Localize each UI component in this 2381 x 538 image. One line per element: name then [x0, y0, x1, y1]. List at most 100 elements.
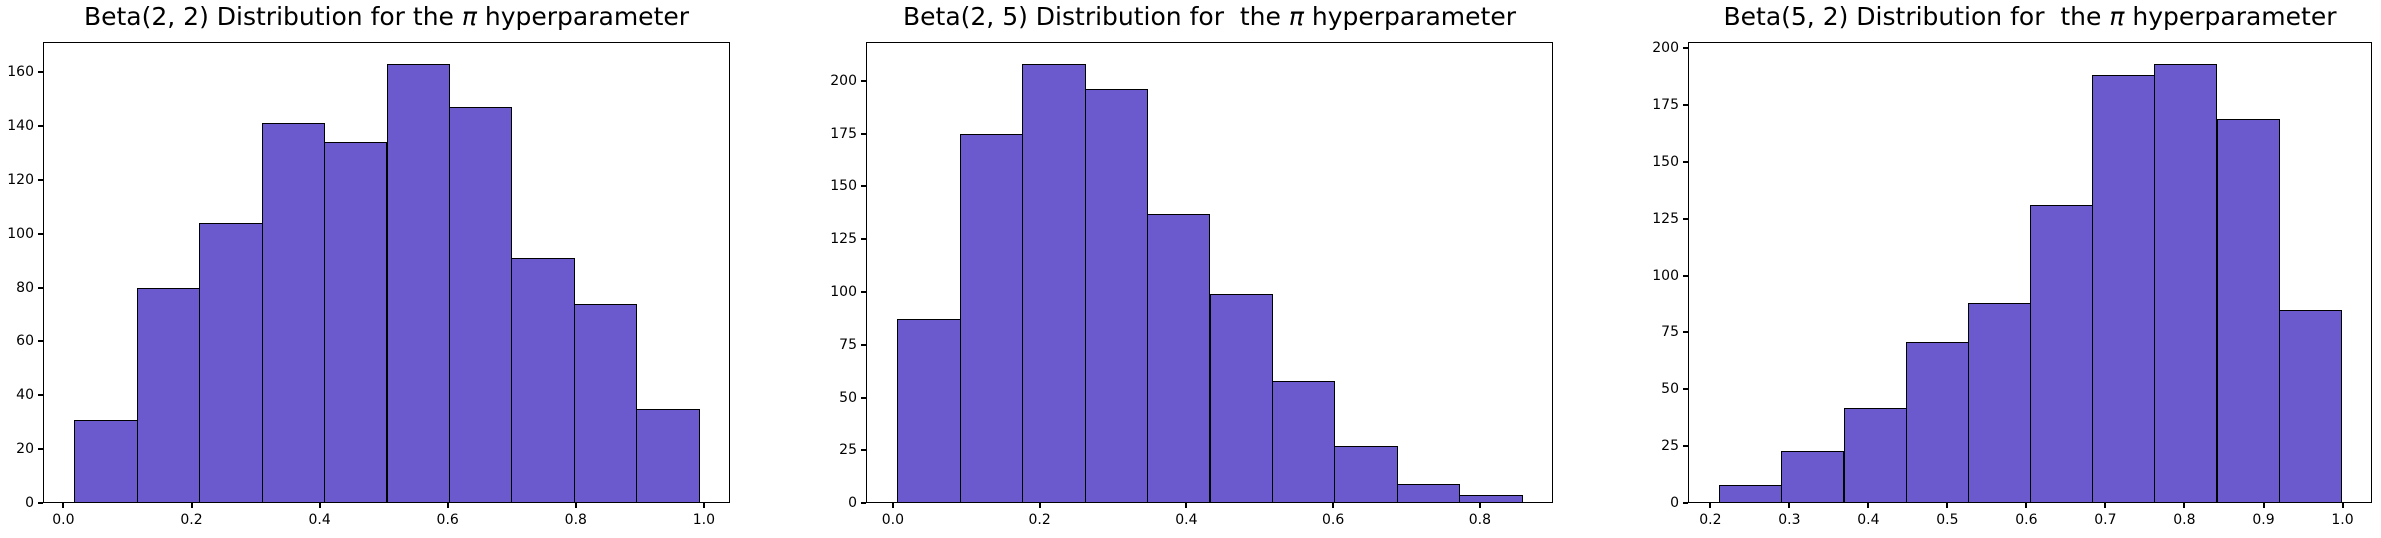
histogram-bar — [2092, 75, 2156, 503]
x-tick-mark — [1867, 503, 1870, 508]
histogram-bar — [1719, 484, 1783, 503]
histogram-bar — [1396, 484, 1461, 503]
x-tick-label: 0.7 — [2094, 512, 2117, 528]
y-tick-mark — [1683, 502, 1688, 504]
histogram-bar — [1843, 407, 1907, 503]
y-tick-mark — [38, 124, 43, 127]
x-tick-label: 0.6 — [436, 512, 459, 528]
y-tick-label: 140 — [7, 117, 34, 134]
histogram-bar — [2154, 64, 2218, 503]
x-tick-mark — [2262, 503, 2265, 508]
histogram-bar — [897, 319, 961, 503]
histogram-bar — [199, 222, 263, 503]
y-tick-mark — [861, 290, 866, 293]
y-tick-label: 150 — [830, 178, 857, 195]
x-tick-label: 0.2 — [1699, 512, 1722, 528]
y-tick-mark — [861, 449, 866, 452]
histogram-bar — [1967, 302, 2031, 503]
histogram-bar — [959, 133, 1024, 503]
x-tick-label: 0.0 — [52, 512, 75, 528]
y-tick-label: 160 — [7, 64, 34, 80]
y-tick-mark — [38, 502, 43, 504]
y-tick-mark — [861, 396, 866, 399]
y-tick-label: 100 — [830, 283, 857, 300]
y-tick-mark — [861, 185, 866, 188]
title-text-post: hyperparameter — [2124, 2, 2337, 31]
x-tick-label: 1.0 — [2331, 512, 2354, 528]
x-tick-label: 1.0 — [692, 512, 716, 528]
x-tick-mark — [2025, 503, 2028, 508]
x-tick-mark — [1185, 503, 1188, 508]
x-tick-mark — [1332, 503, 1335, 508]
title-text-pre: Beta(2, 5) Distribution for the — [902, 2, 1289, 31]
x-tick-mark — [62, 503, 65, 508]
x-tick-label: 0.8 — [564, 512, 587, 528]
y-tick-label: 0 — [1670, 495, 1679, 511]
y-tick-mark — [861, 132, 866, 135]
y-tick-label: 0 — [25, 495, 34, 511]
x-tick-mark — [891, 503, 894, 508]
subplot-title-beta-5-2: Beta(5, 2) Distribution for the π hyperp… — [1723, 2, 2337, 32]
y-tick-mark — [861, 502, 866, 504]
y-tick-mark — [861, 79, 866, 82]
y-tick-label: 20 — [16, 441, 34, 458]
y-tick-mark — [38, 448, 43, 451]
histogram-bar — [1459, 494, 1523, 503]
y-tick-mark — [1683, 274, 1688, 277]
y-tick-label: 75 — [1661, 324, 1679, 341]
y-tick-label: 40 — [16, 387, 34, 404]
x-tick-mark — [318, 503, 321, 508]
title-text-post: hyperparameter — [1303, 2, 1517, 31]
y-tick-label: 200 — [1652, 40, 1679, 56]
x-tick-mark — [574, 503, 577, 508]
x-tick-label: 0.8 — [2173, 512, 2196, 528]
histogram-bar — [136, 287, 201, 503]
y-tick-mark — [38, 71, 43, 73]
x-tick-mark — [702, 503, 705, 508]
x-tick-label: 0.4 — [308, 512, 331, 528]
y-tick-mark — [38, 178, 43, 181]
histogram-bar — [261, 123, 325, 503]
x-tick-label: 0.4 — [1857, 512, 1880, 528]
y-tick-label: 100 — [7, 225, 34, 242]
x-tick-mark — [446, 503, 449, 508]
y-tick-label: 175 — [1652, 96, 1679, 113]
x-tick-mark — [2183, 503, 2186, 508]
y-tick-label: 50 — [1661, 381, 1679, 398]
x-tick-mark — [1709, 503, 1712, 508]
y-tick-mark — [1683, 388, 1688, 391]
y-tick-label: 200 — [830, 72, 857, 89]
x-tick-label: 0.6 — [2015, 512, 2038, 528]
x-tick-mark — [2104, 503, 2107, 508]
histogram-bar — [1147, 213, 1211, 503]
y-tick-label: 50 — [839, 389, 857, 406]
title-pi-symbol: π — [461, 2, 477, 31]
histogram-bar — [573, 303, 638, 503]
x-tick-mark — [1038, 503, 1041, 508]
y-tick-mark — [38, 286, 43, 289]
x-tick-label: 0.4 — [1175, 512, 1198, 528]
y-tick-label: 120 — [7, 171, 34, 188]
histogram-bar — [2030, 205, 2094, 503]
x-tick-label: 0.2 — [1028, 512, 1051, 528]
histogram-bar — [2278, 309, 2342, 503]
x-tick-mark — [1788, 503, 1791, 508]
title-pi-symbol: π — [1288, 2, 1304, 31]
histogram-bar — [1781, 450, 1845, 503]
histogram-bar — [636, 408, 700, 503]
x-tick-label: 0.0 — [881, 512, 905, 528]
title-text-pre: Beta(5, 2) Distribution for the — [1723, 2, 2110, 31]
histogram-bar — [324, 142, 388, 503]
histogram-bar — [74, 419, 138, 503]
title-text-post: hyperparameter — [476, 2, 690, 31]
histogram-bar — [1209, 294, 1273, 503]
y-tick-label: 25 — [839, 442, 857, 459]
histogram-bar — [2216, 118, 2280, 503]
histogram-bar — [1022, 64, 1086, 503]
histogram-bar — [1271, 380, 1336, 503]
y-tick-mark — [861, 238, 866, 241]
x-tick-label: 0.8 — [1468, 512, 1492, 528]
y-tick-label: 150 — [1652, 153, 1679, 170]
x-tick-mark — [1946, 503, 1949, 508]
